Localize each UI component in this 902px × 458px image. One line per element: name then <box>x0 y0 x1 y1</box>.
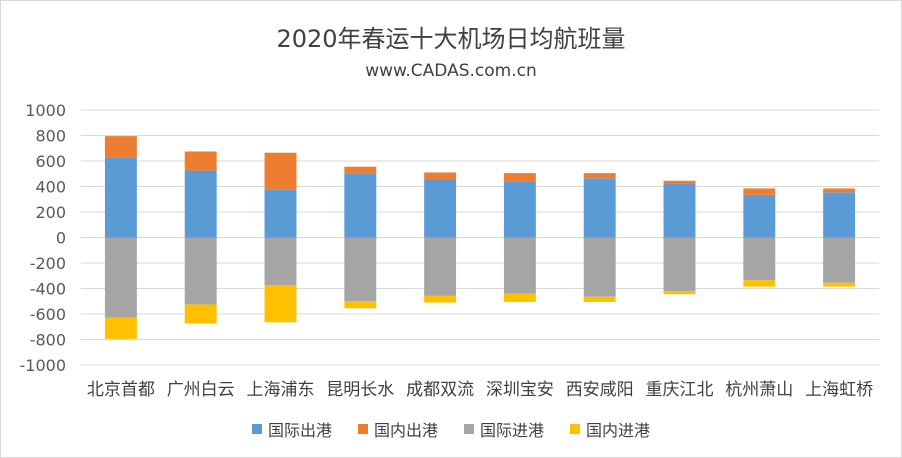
x-tick-label: 北京首都 <box>87 380 155 400</box>
bar-国内出港 <box>344 166 377 174</box>
bar-国内进港 <box>743 280 776 287</box>
y-tick-label: 0 <box>56 229 66 248</box>
x-tick-label: 杭州萧山 <box>725 380 793 400</box>
legend-swatch <box>357 424 368 434</box>
bar-国内出港 <box>424 172 457 180</box>
bar-国内进港 <box>583 296 616 302</box>
x-tick-label: 成都双流 <box>406 380 474 400</box>
bar-国际出港 <box>184 170 217 238</box>
x-tick-label: 上海虹桥 <box>805 380 873 400</box>
legend-label: 国际出港 <box>267 421 332 440</box>
bar-国内出港 <box>104 136 137 158</box>
bar-国内进港 <box>104 317 137 339</box>
x-tick-label: 深圳宝安 <box>486 380 554 400</box>
y-tick-label: -800 <box>30 331 66 350</box>
bar-国内进港 <box>663 291 696 295</box>
y-tick-label: 1000 <box>25 101 66 120</box>
y-tick-label: -200 <box>30 254 66 273</box>
legend-swatch <box>251 424 262 434</box>
chart-subtitle: www.CADAS.com.cn <box>365 61 537 81</box>
bar-国内出港 <box>184 151 217 171</box>
bar-国际进港 <box>743 237 776 281</box>
bar-国内进港 <box>184 304 217 324</box>
bar-国际进港 <box>264 237 297 286</box>
bar-国际进港 <box>184 237 217 305</box>
bar-国际出港 <box>583 178 616 238</box>
bar-国际进港 <box>424 237 457 296</box>
bar-国际进港 <box>583 237 616 297</box>
y-tick-label: -600 <box>30 305 66 324</box>
bar-国际出港 <box>104 157 137 238</box>
legend-label: 国内进港 <box>586 421 651 440</box>
legend-label: 国际进港 <box>480 421 545 440</box>
bar-国内出港 <box>663 180 696 184</box>
bar-国内出港 <box>264 152 297 190</box>
x-tick-label: 上海浦东 <box>247 380 315 400</box>
bar-国内进港 <box>823 282 856 287</box>
bar-国际进港 <box>104 237 137 318</box>
bar-国内出港 <box>503 173 536 182</box>
legend-item-intl-departure: 国际出港 <box>251 417 332 441</box>
legend-item-intl-arrival: 国际进港 <box>464 417 544 441</box>
legend-swatch <box>570 424 581 434</box>
x-tick-label: 西安咸阳 <box>566 380 634 400</box>
bar-国际出港 <box>503 181 536 238</box>
bar-国内进港 <box>503 293 536 302</box>
legend-item-domestic-arrival: 国内进港 <box>570 417 650 441</box>
bar-国际出港 <box>823 192 856 238</box>
y-tick-label: 800 <box>35 127 66 146</box>
x-tick-label: 昆明长水 <box>326 380 394 400</box>
bar-国际进港 <box>344 237 377 302</box>
bar-国际出港 <box>743 194 776 238</box>
bar-国际进港 <box>663 237 696 292</box>
legend-item-domestic-departure: 国内出港 <box>357 417 438 441</box>
y-tick-label: -1000 <box>20 356 67 375</box>
bar-国内出港 <box>823 188 856 193</box>
legend: 国际出港 国内出港 国际进港 国内进港 <box>1 417 901 441</box>
bar-国内出港 <box>743 188 776 195</box>
bar-国际出港 <box>424 179 457 238</box>
y-tick-label: 600 <box>35 152 66 171</box>
x-tick-label: 重庆江北 <box>646 380 714 400</box>
y-tick-label: 200 <box>35 203 66 222</box>
bar-国际出港 <box>264 189 297 238</box>
bar-国内进港 <box>424 295 457 303</box>
y-tick-label: -400 <box>30 280 66 299</box>
bar-国际进港 <box>823 237 856 283</box>
legend-swatch <box>464 424 474 434</box>
x-tick-label: 广州白云 <box>167 380 235 400</box>
bar-国际出港 <box>344 173 377 238</box>
y-tick-label: 400 <box>35 178 66 197</box>
bar-国际出港 <box>663 183 696 238</box>
bar-国内进港 <box>264 285 297 323</box>
bar-国内进港 <box>344 301 377 309</box>
bar-国际进港 <box>503 237 536 294</box>
chart-title: 2020年春运十大机场日均航班量 <box>276 25 626 53</box>
legend-label: 国内出港 <box>373 421 438 440</box>
bar-国内出港 <box>583 173 616 179</box>
